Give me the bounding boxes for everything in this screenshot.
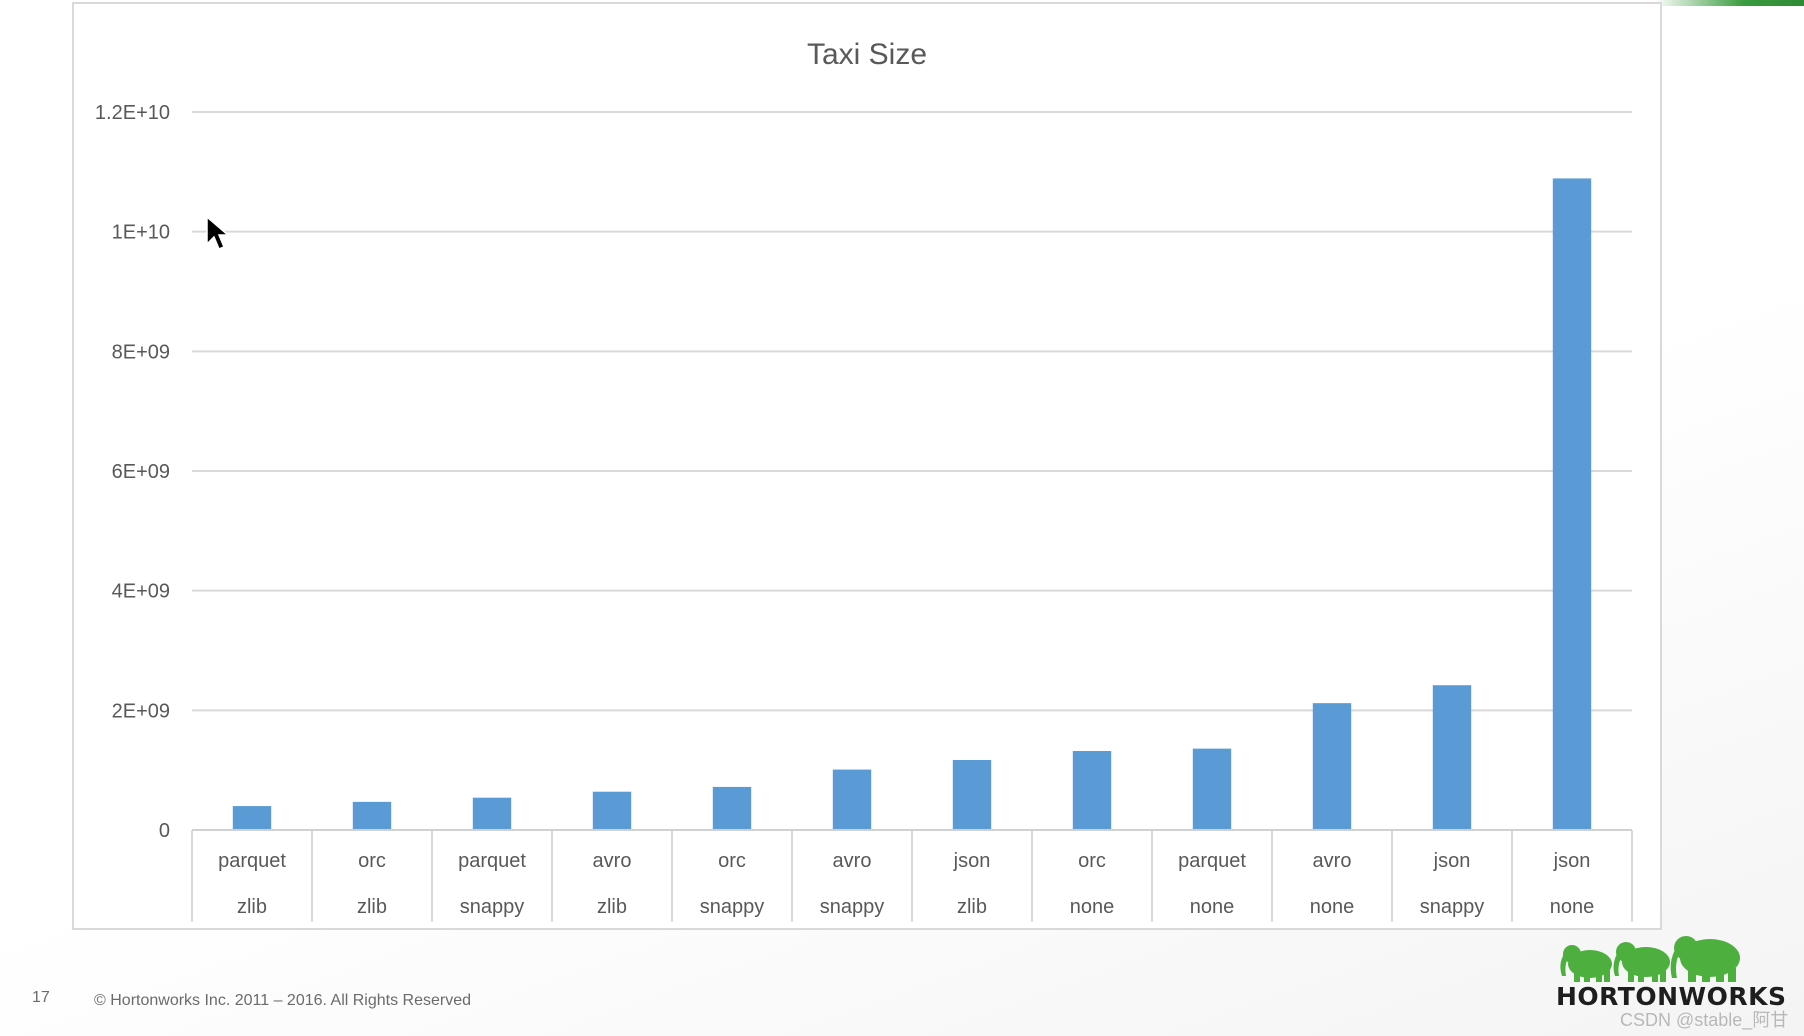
y-tick-label: 8E+09	[112, 341, 170, 363]
x-category-label: none	[1550, 896, 1595, 918]
x-category-label: none	[1070, 896, 1115, 918]
x-category-label: snappy	[820, 896, 885, 918]
x-category-label: zlib	[357, 896, 387, 918]
y-tick-label: 1.2E+10	[95, 102, 170, 124]
x-category-label: avro	[1313, 850, 1352, 872]
bar	[1072, 751, 1112, 830]
chart-title: Taxi Size	[807, 38, 927, 71]
x-category-label: zlib	[957, 896, 987, 918]
y-tick-label: 1E+10	[112, 222, 170, 244]
bar	[712, 786, 752, 830]
x-axis-category-labels: parquet zlib orc zlib parquet snappy avro zlib o…	[191, 829, 1633, 922]
mouse-pointer-icon	[206, 216, 230, 250]
x-category-label: zlib	[237, 896, 267, 918]
x-category-label: json	[1553, 850, 1591, 872]
x-category-label: snappy	[460, 896, 525, 918]
x-category-label: snappy	[700, 896, 765, 918]
x-category-label: json	[953, 850, 991, 872]
bar	[592, 791, 632, 830]
bar	[352, 801, 392, 830]
x-category-label: parquet	[218, 850, 286, 872]
slide-accent-bar	[1654, 0, 1804, 6]
x-category-label: orc	[1078, 850, 1106, 872]
y-tick-label: 0	[159, 820, 170, 842]
bar	[472, 797, 512, 830]
bar	[1552, 178, 1592, 831]
x-category-label: none	[1310, 896, 1355, 918]
elephant-logo-icon	[1560, 936, 1740, 982]
x-category-label: zlib	[597, 896, 627, 918]
bar	[232, 806, 272, 830]
x-category-label: none	[1190, 896, 1235, 918]
page-number: 17	[32, 989, 50, 1006]
x-category-label: avro	[593, 850, 632, 872]
bar	[1312, 703, 1352, 830]
gridlines	[192, 111, 1632, 831]
y-axis-tick-labels: 0 2E+09 4E+09 6E+09 8E+09 1E+10 1.2E+10	[95, 102, 170, 842]
x-category-label: json	[1433, 850, 1471, 872]
x-category-label: parquet	[458, 850, 526, 872]
copyright-text: © Hortonworks Inc. 2011 – 2016. All Righ…	[94, 992, 472, 1009]
bar	[832, 769, 872, 830]
y-tick-label: 4E+09	[112, 581, 170, 603]
bar	[1432, 685, 1472, 830]
x-category-label: parquet	[1178, 850, 1246, 872]
y-tick-label: 6E+09	[112, 461, 170, 483]
source-watermark: CSDN @stable_阿甘	[1620, 1010, 1789, 1030]
y-tick-label: 2E+09	[112, 700, 170, 722]
x-category-label: avro	[833, 850, 872, 872]
chart-frame: Taxi Size 0 2E+09 4E+09 6E+09 8E+09 1E+10 1.2E…	[72, 2, 1662, 930]
bar-chart: Taxi Size 0 2E+09 4E+09 6E+09 8E+09 1E+10 1.2E…	[95, 38, 1633, 922]
logo-wordmark: HORTONWORKS	[1556, 982, 1787, 1011]
bars	[232, 178, 1592, 831]
x-category-label: orc	[718, 850, 746, 872]
bar	[1192, 748, 1232, 830]
bar	[952, 759, 992, 830]
x-category-label: orc	[358, 850, 386, 872]
x-category-label: snappy	[1420, 896, 1485, 918]
